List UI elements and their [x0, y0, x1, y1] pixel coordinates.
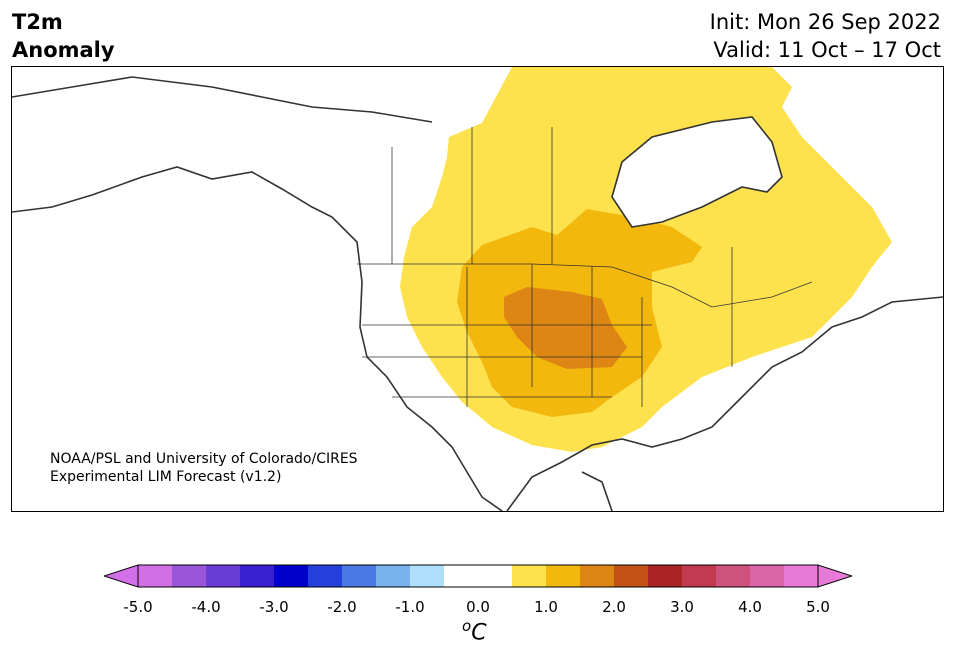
colorbar-tick-label: -2.0: [327, 598, 357, 616]
colorbar-cell: [512, 565, 547, 587]
colorbar-tick-label: -5.0: [123, 598, 153, 616]
colorbar-cell: [478, 565, 513, 587]
colorbar-cell: [716, 565, 751, 587]
colorbar-cell: [614, 565, 649, 587]
colorbar-cell: [410, 565, 445, 587]
valid-range: Valid: 11 Oct – 17 Oct: [713, 38, 941, 62]
colorbar-cell: [206, 565, 241, 587]
colorbar-cell: [546, 565, 581, 587]
colorbar-cell: [750, 565, 785, 587]
colorbar-cell: [342, 565, 377, 587]
colorbar-cell: [274, 565, 309, 587]
colorbar-tick-label: -1.0: [395, 598, 425, 616]
colorbar-under-extend: [104, 564, 139, 588]
colorbar-tick-label: 3.0: [670, 598, 694, 616]
colorbar-cell: [172, 565, 207, 587]
colorbar-cell: [308, 565, 343, 587]
colorbar-cell: [784, 565, 819, 587]
colorbar-cell: [444, 565, 479, 587]
forecast-dates: Init: Mon 26 Sep 2022 Valid: 11 Oct – 17…: [710, 8, 941, 64]
borders: [357, 127, 813, 407]
unit-degree-symbol: o: [462, 617, 472, 635]
anomaly-region-high: [504, 287, 627, 369]
credit-line-1: NOAA/PSL and University of Colorado/CIRE…: [50, 451, 358, 467]
colorbar: [104, 564, 852, 588]
colorbar-frame: [137, 564, 819, 588]
colorbar-tick-label: 4.0: [738, 598, 762, 616]
colorbar-cell: [682, 565, 717, 587]
colorbar-over-extend: [817, 564, 852, 588]
init-date: Init: Mon 26 Sep 2022: [709, 10, 941, 34]
colorbar-tick-label: -4.0: [191, 598, 221, 616]
unit-letter: C: [471, 620, 487, 646]
title-line-2: Anomaly: [12, 38, 115, 62]
colorbar-cell: [580, 565, 615, 587]
map-title: T2m Anomaly: [12, 8, 115, 64]
title-line-1: T2m: [12, 10, 63, 34]
colorbar-cell: [648, 565, 683, 587]
colorbar-tick-label: 0.0: [466, 598, 490, 616]
unit-label: oC: [462, 617, 487, 645]
coastlines: [12, 76, 943, 511]
colorbar-tick-label: -3.0: [259, 598, 289, 616]
colorbar-cell: [138, 565, 173, 587]
neutral-region-hudson-bay: [612, 117, 782, 227]
colorbar-tick-label: 5.0: [806, 598, 830, 616]
map-canvas: NOAA/PSL and University of Colorado/CIRE…: [12, 67, 943, 511]
anomaly-map: NOAA/PSL and University of Colorado/CIRE…: [11, 66, 944, 512]
colorbar-cell: [376, 565, 411, 587]
colorbar-cell: [240, 565, 275, 587]
colorbar-tick-label: 2.0: [602, 598, 626, 616]
credit-line-2: Experimental LIM Forecast (v1.2): [50, 469, 281, 485]
colorbar-tick-label: 1.0: [534, 598, 558, 616]
